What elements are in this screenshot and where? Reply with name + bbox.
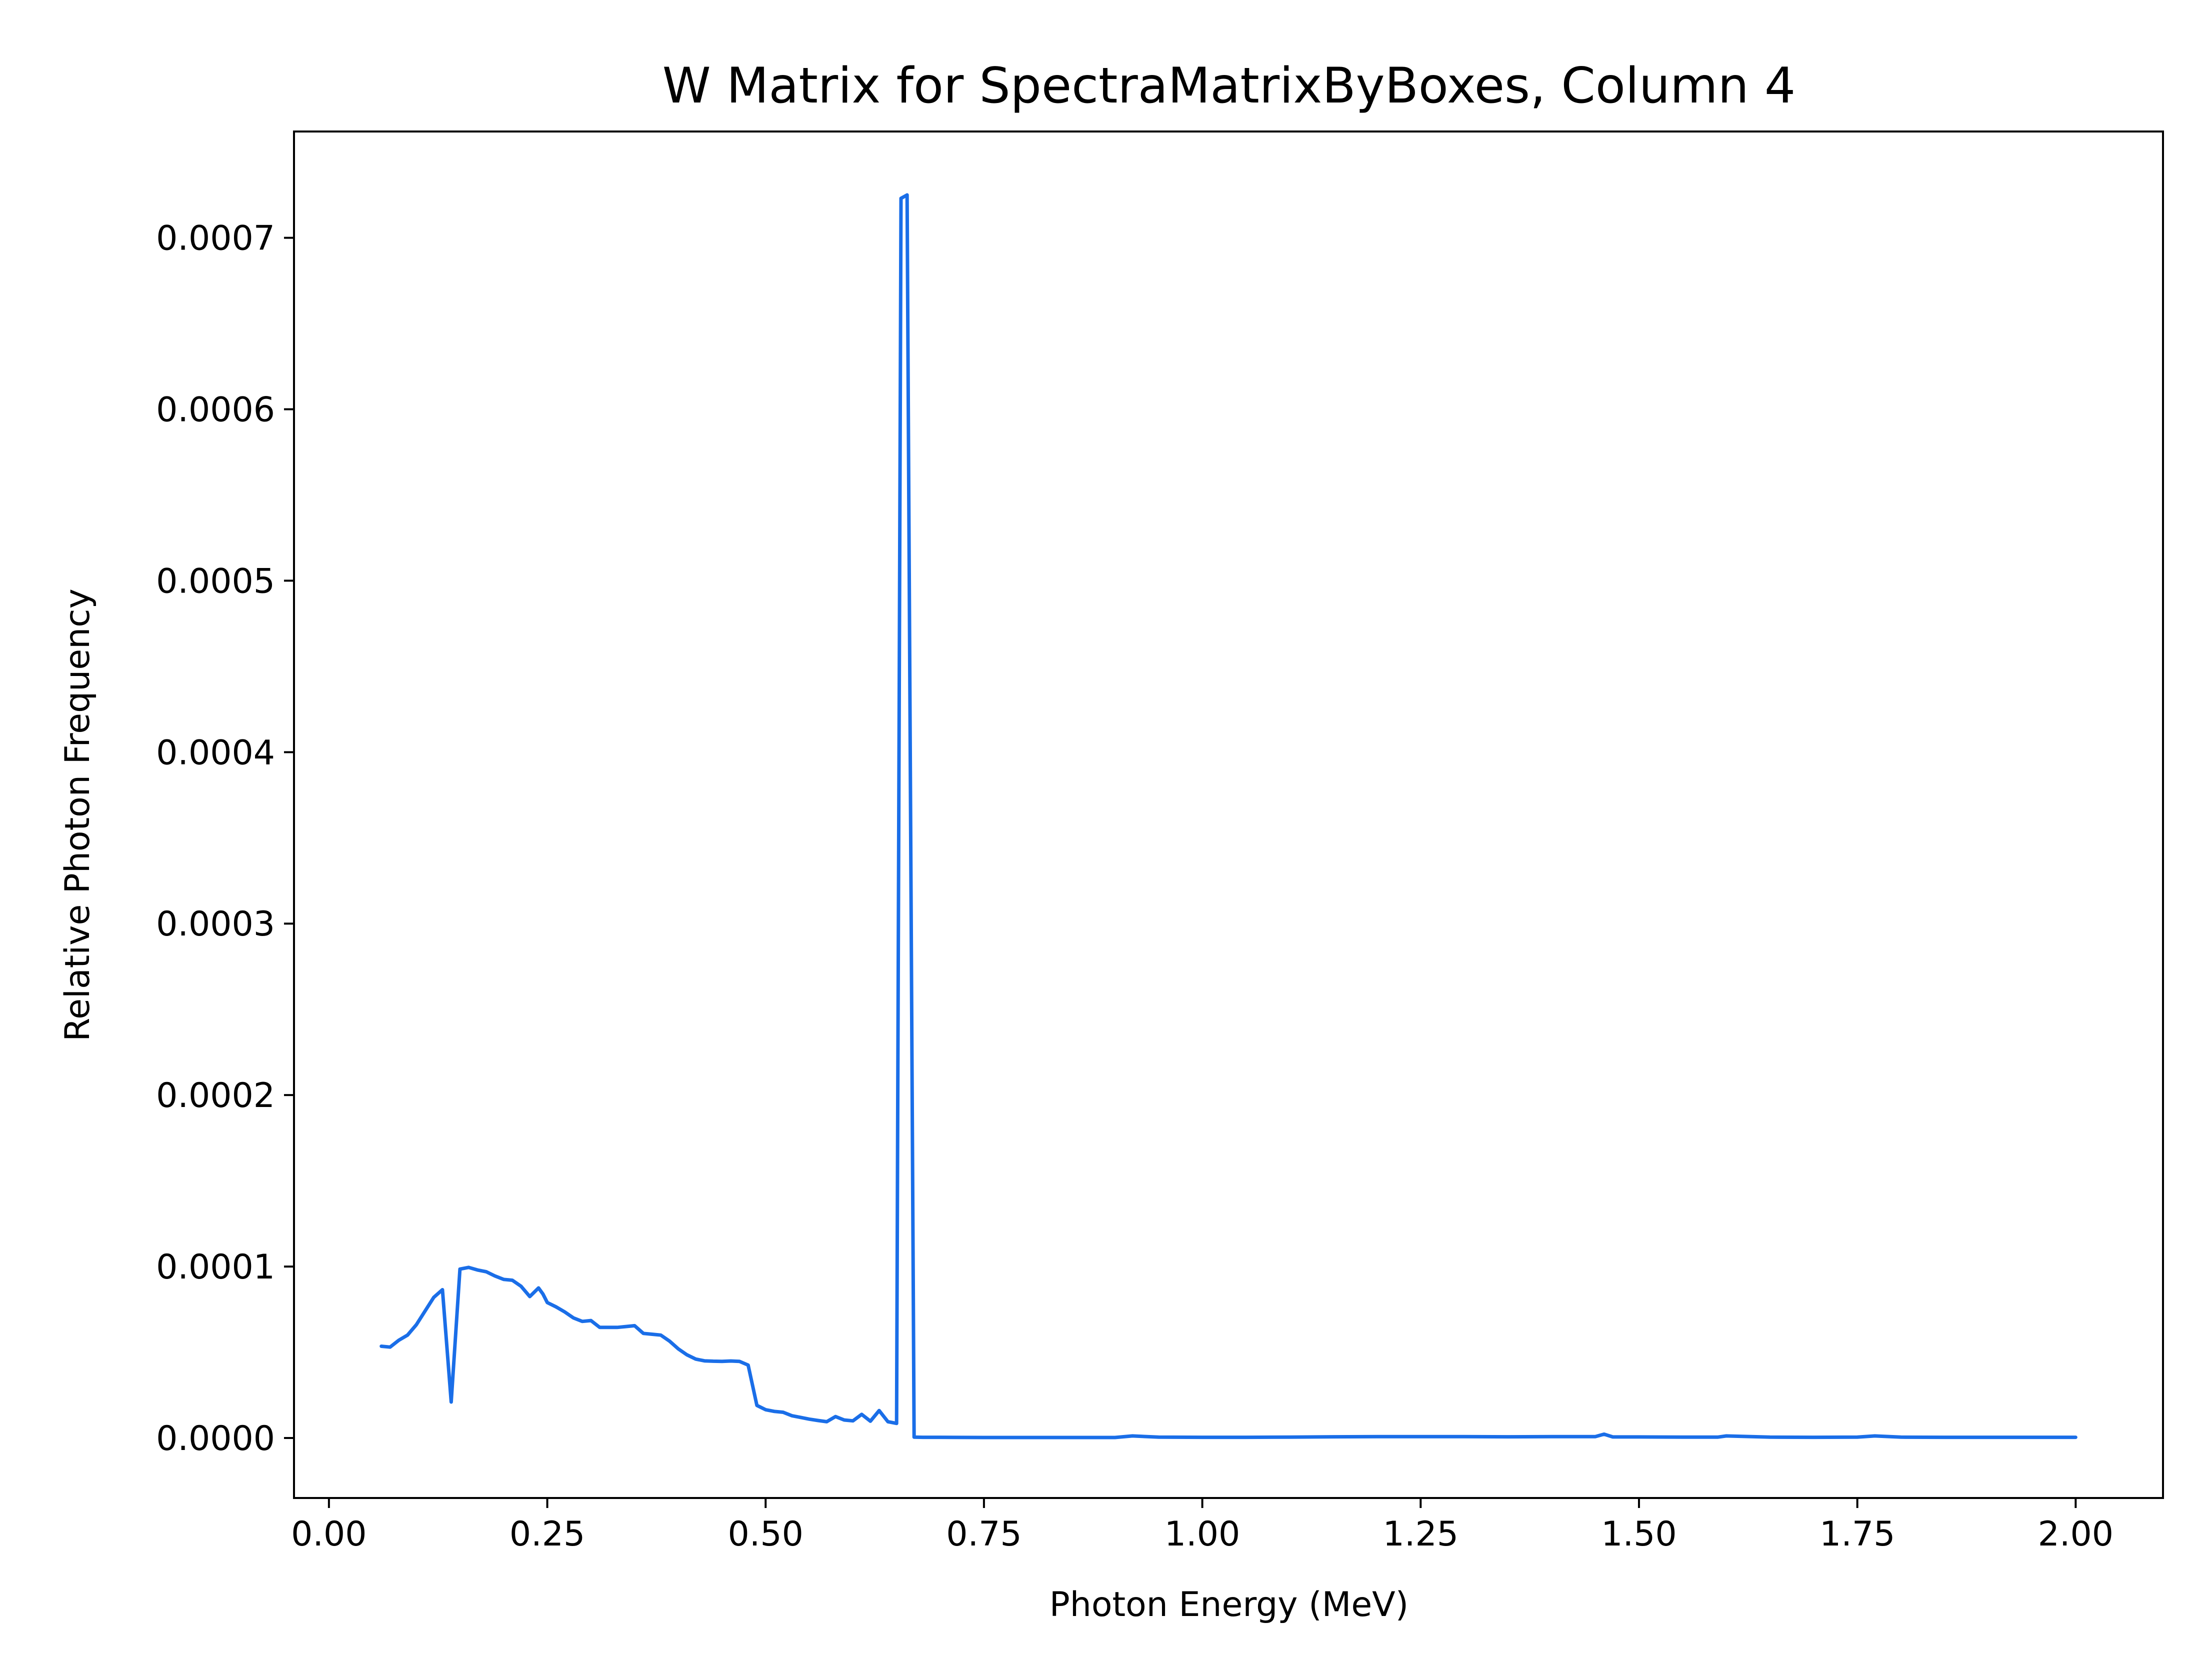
y-tick-label: 0.0000 xyxy=(156,1419,275,1458)
y-tick-label: 0.0006 xyxy=(156,390,275,430)
x-tick-label: 0.25 xyxy=(510,1514,585,1554)
x-tick-label: 1.75 xyxy=(1820,1514,1895,1554)
y-tick-label: 0.0004 xyxy=(156,733,275,772)
x-tick-label: 0.50 xyxy=(728,1514,804,1554)
x-axis: 0.00 0.25 0.50 0.75 1.00 1.25 1.50 1.75 2.00 xyxy=(291,1498,2114,1554)
x-tick-label: 1.25 xyxy=(1383,1514,1458,1554)
y-axis: 0.0000 0.0001 0.0002 0.0003 0.0004 0.0005 0.00… xyxy=(156,219,294,1458)
x-tick-label: 2.00 xyxy=(2038,1514,2114,1554)
x-tick-label: 1.50 xyxy=(1601,1514,1676,1554)
y-axis-label: Relative Photon Frequency xyxy=(58,588,98,1042)
y-tick-label: 0.0003 xyxy=(156,904,275,944)
y-tick-label: 0.0005 xyxy=(156,562,275,601)
series-line-0 xyxy=(380,193,2078,1440)
x-tick-label: 0.75 xyxy=(946,1514,1022,1554)
x-tick-label: 1.00 xyxy=(1164,1514,1240,1554)
x-axis-label: Photon Energy (MeV) xyxy=(1050,1585,1408,1624)
plot-frame xyxy=(293,130,2164,1499)
plot-area xyxy=(293,130,2164,1499)
y-tick-label: 0.0002 xyxy=(156,1076,275,1116)
x-tick-label: 0.00 xyxy=(291,1514,366,1554)
chart-title: W Matrix for SpectraMatrixByBoxes, Colum… xyxy=(662,58,1796,114)
y-tick-label: 0.0001 xyxy=(156,1248,275,1287)
y-tick-label: 0.0007 xyxy=(156,219,275,258)
